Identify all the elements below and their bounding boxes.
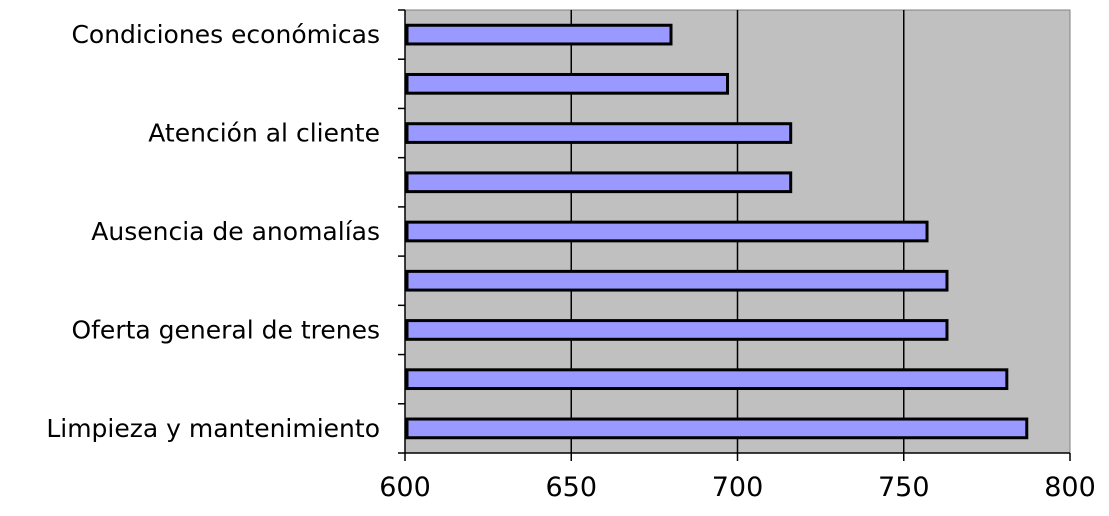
x-tick-label: 750 <box>878 472 930 503</box>
category-label: Limpieza y mantenimiento <box>46 414 380 443</box>
category-label: Atención al cliente <box>148 119 380 148</box>
bar <box>407 74 728 93</box>
x-tick-labels: 600 650 700 750 800 <box>379 472 1096 503</box>
category-label: Ausencia de anomalías <box>91 217 380 246</box>
x-tick-label: 700 <box>712 472 764 503</box>
bar <box>407 370 1007 389</box>
bar <box>407 25 671 44</box>
category-labels: Condiciones económicas Atención al client… <box>46 20 380 443</box>
bar <box>407 124 791 143</box>
x-tick-label: 600 <box>379 472 431 503</box>
x-tick-label: 800 <box>1044 472 1096 503</box>
category-label: Condiciones económicas <box>71 20 380 49</box>
bar <box>407 222 927 241</box>
bar <box>407 271 947 290</box>
x-tick-label: 650 <box>545 472 597 503</box>
bar <box>407 419 1027 438</box>
category-label: Oferta general de trenes <box>71 315 380 344</box>
bar <box>407 173 791 192</box>
bar <box>407 321 947 340</box>
